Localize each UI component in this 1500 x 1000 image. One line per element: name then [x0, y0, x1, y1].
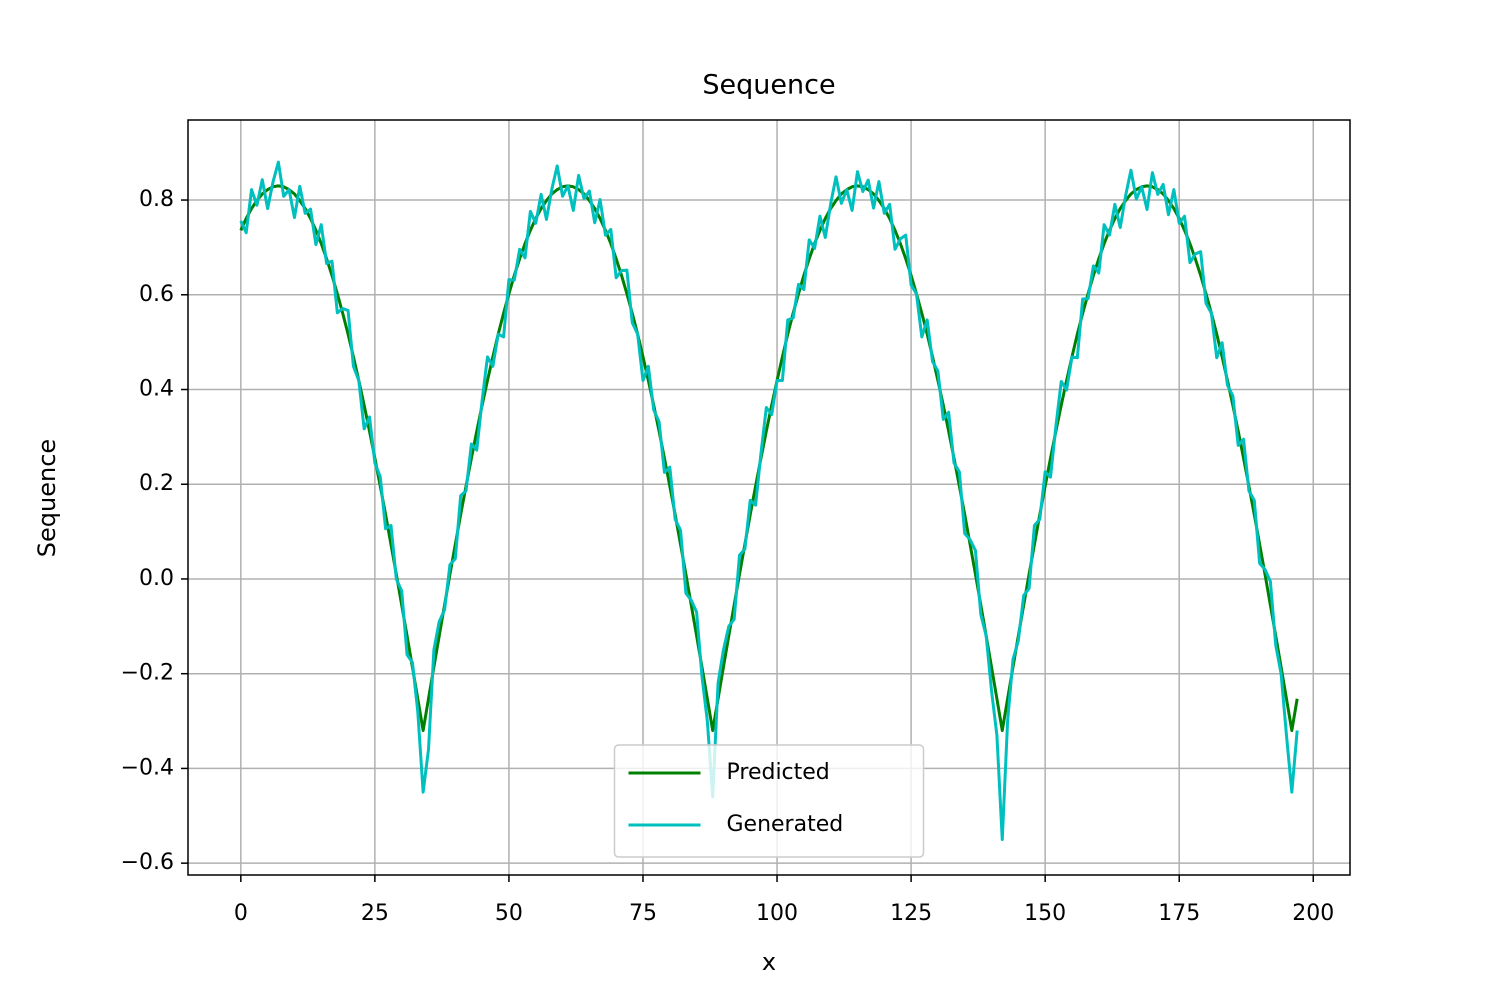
series-line: [239, 160, 1299, 841]
y-tick-label: 0.0: [139, 566, 174, 591]
y-tick-label: −0.2: [121, 661, 174, 686]
y-tick-label: −0.4: [121, 755, 174, 780]
x-tick-label: 0: [234, 901, 248, 926]
y-tick-label: −0.6: [121, 850, 174, 875]
legend-label: Predicted: [727, 760, 830, 785]
y-axis-label: Sequence: [33, 439, 61, 557]
x-tick-label: 125: [890, 901, 932, 926]
x-tick-label: 100: [756, 901, 798, 926]
y-tick-label: 0.6: [139, 282, 174, 307]
chart-title: Sequence: [702, 70, 835, 101]
x-tick-label: 175: [1158, 901, 1200, 926]
legend-label: Generated: [727, 812, 844, 837]
plot-frame: [187, 119, 1351, 876]
x-axis-label: x: [762, 948, 776, 976]
y-tick-label: 0.8: [139, 187, 174, 212]
x-tick-label: 75: [629, 901, 657, 926]
x-tick-label: 50: [495, 901, 523, 926]
y-tick-label: 0.4: [139, 377, 174, 402]
x-tick-label: 25: [361, 901, 389, 926]
x-tick-label: 200: [1292, 901, 1334, 926]
y-tick-label: 0.2: [139, 471, 174, 496]
x-tick-label: 150: [1024, 901, 1066, 926]
series-line: [239, 184, 1299, 733]
